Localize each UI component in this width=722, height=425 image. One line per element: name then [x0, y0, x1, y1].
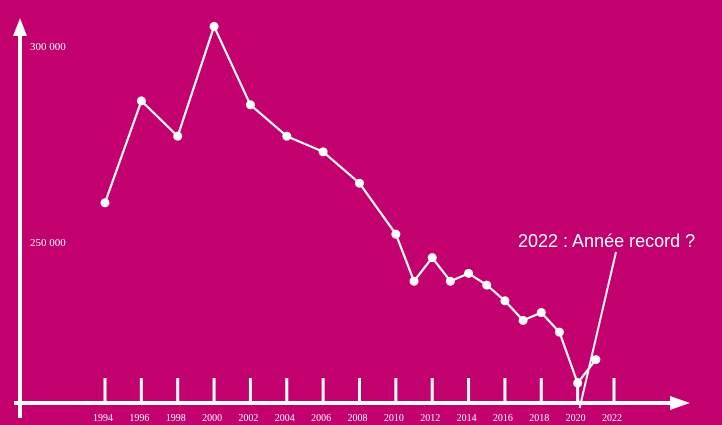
axes — [13, 18, 690, 418]
x-tick-label: 1996 — [129, 413, 149, 424]
data-point — [391, 229, 401, 239]
data-point — [136, 96, 146, 106]
data-point — [318, 147, 328, 157]
data-point — [427, 253, 437, 263]
data-point — [573, 378, 583, 388]
x-tick-label: 2008 — [348, 413, 368, 424]
x-tick-label: 1998 — [166, 413, 186, 424]
x-tick-label: 2006 — [311, 413, 331, 424]
data-point — [173, 131, 183, 141]
x-tick-label: 2018 — [529, 413, 549, 424]
x-tick-label: 2022 — [602, 413, 622, 424]
x-tick-label: 2002 — [238, 413, 258, 424]
series-points — [100, 21, 601, 388]
y-axis-arrowhead — [13, 18, 27, 36]
data-point — [100, 198, 110, 208]
data-point — [518, 315, 528, 325]
y-tick-label: 300 000 — [30, 41, 66, 53]
x-tick-label: 2012 — [420, 413, 440, 424]
x-tick-label: 2010 — [384, 413, 404, 424]
series-line — [103, 25, 597, 385]
x-tick-label: 2000 — [202, 413, 222, 424]
data-point — [209, 21, 219, 31]
x-tick-label: 2016 — [493, 413, 513, 424]
data-point — [445, 276, 455, 286]
data-point — [409, 276, 419, 286]
data-point — [536, 308, 546, 318]
x-tick-label: 2014 — [457, 413, 477, 424]
data-point — [554, 327, 564, 337]
x-axis-arrowhead — [670, 396, 690, 410]
data-point — [500, 296, 510, 306]
y-tick-label: 250 000 — [30, 237, 66, 249]
x-tick-label: 2004 — [275, 413, 295, 424]
annotation-group: 2022 : Année record ? — [518, 231, 695, 409]
x-tick-label: 2020 — [566, 413, 586, 424]
data-point — [282, 131, 292, 141]
annotation-pointer — [578, 251, 617, 409]
data-point — [482, 280, 492, 290]
x-tick-labels: 1994 1996 1998 2000 2002 2004 2006 2008 2010 2012… — [93, 413, 622, 424]
data-point — [464, 268, 474, 278]
x-tick-label: 1994 — [93, 413, 113, 424]
series-polyline — [103, 25, 597, 385]
x-tick-marks — [103, 378, 616, 403]
annotation-text: 2022 : Année record ? — [518, 231, 695, 251]
data-point — [245, 100, 255, 110]
data-point — [355, 178, 364, 188]
data-point — [591, 355, 601, 365]
y-tick-labels: 300 000 250 000 — [30, 41, 66, 249]
